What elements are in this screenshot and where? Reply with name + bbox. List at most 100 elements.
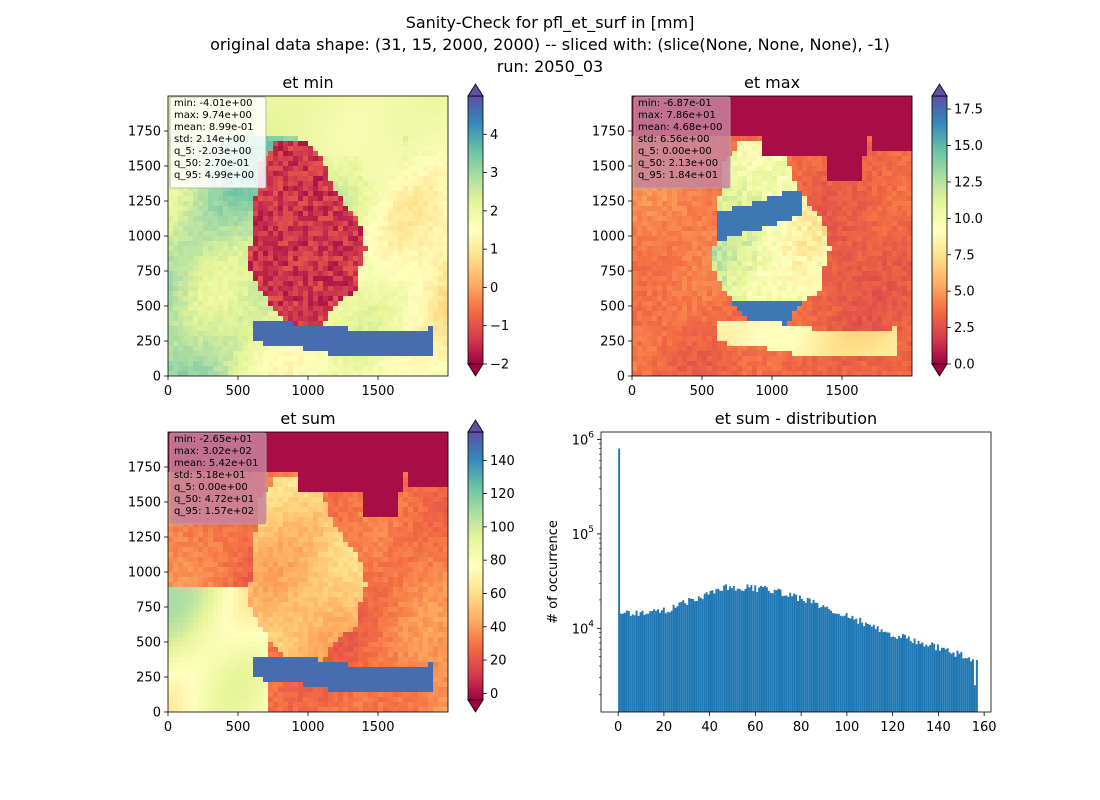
heatmap-cell <box>283 111 289 117</box>
heatmap-cell <box>423 306 429 312</box>
heatmap-cell <box>203 186 209 192</box>
heatmap-cell <box>687 241 693 247</box>
heatmap-cell <box>393 261 399 267</box>
heatmap-cell <box>652 206 658 212</box>
heatmap-cell <box>273 101 279 107</box>
heatmap-cell <box>203 326 209 332</box>
heatmap-cell <box>313 306 319 312</box>
heatmap-cell <box>757 356 763 362</box>
heatmap-cell <box>378 261 384 267</box>
heatmap-cell <box>737 301 743 307</box>
heatmap-cell <box>308 366 314 372</box>
heatmap-cell <box>173 341 179 347</box>
heatmap-cell <box>223 261 229 267</box>
heatmap-cell <box>183 301 189 307</box>
heatmap-cell <box>398 246 404 252</box>
heatmap-cell <box>742 171 748 177</box>
heatmap-cell <box>293 146 299 152</box>
heatmap-cell <box>363 211 369 217</box>
heatmap-cell <box>203 266 209 272</box>
heatmap-cell <box>413 371 419 377</box>
heatmap-cell <box>288 341 294 347</box>
heatmap-cell <box>652 281 658 287</box>
heatmap-cell <box>368 296 374 302</box>
heatmap-cell <box>293 221 299 227</box>
heatmap-cell <box>178 346 184 352</box>
heatmap-cell <box>258 276 264 282</box>
heatmap-cell <box>238 196 244 202</box>
heatmap-cell <box>368 181 374 187</box>
heatmap-cell <box>168 231 174 237</box>
heatmap-cell <box>438 161 444 167</box>
heatmap-cell <box>318 166 324 172</box>
heatmap-cell <box>712 321 718 327</box>
heatmap-cell <box>697 221 703 227</box>
heatmap-cell <box>358 251 364 257</box>
heatmap-cell <box>423 121 429 127</box>
heatmap-cell <box>443 256 449 262</box>
heatmap-cell <box>777 296 783 302</box>
heatmap-cell <box>408 366 414 372</box>
heatmap-cell <box>692 241 698 247</box>
heatmap-cell <box>353 166 359 172</box>
heatmap-cell <box>413 261 419 267</box>
heatmap-cell <box>403 341 409 347</box>
heatmap-cell <box>228 271 234 277</box>
heatmap-cell <box>752 221 758 227</box>
heatmap-cell <box>363 281 369 287</box>
heatmap-cell <box>213 336 219 342</box>
heatmap-cell <box>328 216 334 222</box>
heatmap-cell <box>777 281 783 287</box>
heatmap-cell <box>343 131 349 137</box>
heatmap-cell <box>423 106 429 112</box>
heatmap-cell <box>378 326 384 332</box>
heatmap-cell <box>398 346 404 352</box>
heatmap-cell <box>358 371 364 377</box>
heatmap-cell <box>433 271 439 277</box>
heatmap-cell <box>238 231 244 237</box>
heatmap-cell <box>283 116 289 122</box>
heatmap-cell <box>737 161 743 167</box>
heatmap-cell <box>293 321 299 327</box>
heatmap-cell <box>273 126 279 132</box>
heatmap-cell <box>333 336 339 342</box>
heatmap-cell <box>428 121 434 127</box>
heatmap-cell <box>313 371 319 377</box>
heatmap-cell <box>333 306 339 312</box>
heatmap-cell <box>328 101 334 107</box>
heatmap-cell <box>363 126 369 132</box>
heatmap-cell <box>223 226 229 232</box>
heatmap-cell <box>168 266 174 272</box>
heatmap-cell <box>363 286 369 292</box>
heatmap-cell <box>298 146 304 152</box>
heatmap-cell <box>268 156 274 162</box>
heatmap-cell <box>323 301 329 307</box>
heatmap-cell <box>757 261 763 267</box>
heatmap-cell <box>408 166 414 172</box>
heatmap-cell <box>178 341 184 347</box>
heatmap-cell <box>652 266 658 272</box>
heatmap-cell <box>313 356 319 362</box>
heatmap-cell <box>403 246 409 252</box>
heatmap-cell <box>433 241 439 247</box>
heatmap-cell <box>348 251 354 257</box>
heatmap-cell <box>727 261 733 267</box>
heatmap-cell <box>443 171 449 177</box>
heatmap-cell <box>393 251 399 257</box>
heatmap-cell <box>208 341 214 347</box>
heatmap-cell <box>248 291 254 297</box>
heatmap-cell <box>188 286 194 292</box>
heatmap-cell <box>168 201 174 207</box>
heatmap-cell <box>742 251 748 257</box>
heatmap-cell <box>712 351 718 357</box>
heatmap-cell <box>348 306 354 312</box>
heatmap-cell <box>752 191 758 197</box>
colorbar-tick-label: 0 <box>490 281 498 296</box>
heatmap-cell <box>353 196 359 202</box>
heatmap-cell <box>263 341 269 347</box>
heatmap-cell <box>333 171 339 177</box>
heatmap-cell <box>273 206 279 212</box>
heatmap-cell <box>667 291 673 297</box>
heatmap-cell <box>168 306 174 312</box>
